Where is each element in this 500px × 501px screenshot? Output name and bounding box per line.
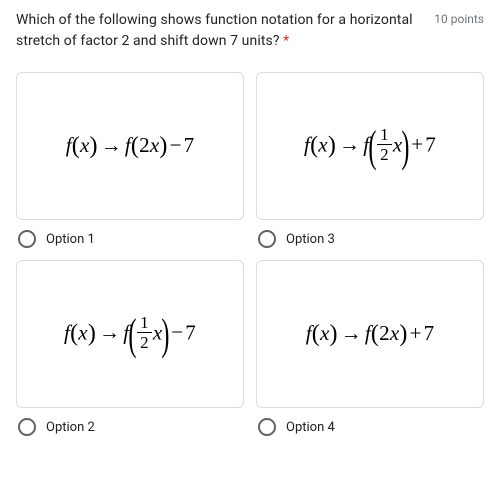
option-4-image[interactable]: f(x)→f(2x)+7 [256, 260, 484, 408]
radio-icon [258, 230, 276, 248]
option-2-formula: f(x)→f(12x)−7 [64, 316, 196, 353]
question-text: Which of the following shows function no… [16, 10, 428, 52]
question-body: Which of the following shows function no… [16, 12, 413, 49]
question-header: Which of the following shows function no… [0, 0, 500, 60]
required-marker: * [283, 33, 289, 49]
option-4-formula: f(x)→f(2x)+7 [306, 321, 435, 348]
option-2-image[interactable]: f(x)→f(12x)−7 [16, 260, 244, 408]
option-2-label: Option 2 [46, 420, 95, 435]
radio-icon [258, 418, 276, 436]
option-3-image[interactable]: f(x)→f(12x)+7 [256, 72, 484, 220]
option-1-formula: f(x)→f(2x)−7 [66, 133, 195, 160]
options-grid: f(x)→f(2x)−7 Option 1 f(x)→f(12x)+7 Opti… [0, 60, 500, 448]
radio-icon [18, 230, 36, 248]
option-3-formula: f(x)→f(12x)+7 [304, 128, 436, 165]
option-3-radio-row[interactable]: Option 3 [256, 230, 484, 248]
option-1-radio-row[interactable]: Option 1 [16, 230, 244, 248]
option-2: f(x)→f(12x)−7 Option 2 [16, 260, 244, 436]
option-1-label: Option 1 [46, 232, 95, 247]
option-3: f(x)→f(12x)+7 Option 3 [256, 72, 484, 248]
option-1-image[interactable]: f(x)→f(2x)−7 [16, 72, 244, 220]
option-3-label: Option 3 [286, 232, 335, 247]
option-4: f(x)→f(2x)+7 Option 4 [256, 260, 484, 436]
option-4-radio-row[interactable]: Option 4 [256, 418, 484, 436]
points-label: 10 points [434, 10, 484, 26]
option-2-radio-row[interactable]: Option 2 [16, 418, 244, 436]
option-4-label: Option 4 [286, 420, 335, 435]
radio-icon [18, 418, 36, 436]
option-1: f(x)→f(2x)−7 Option 1 [16, 72, 244, 248]
